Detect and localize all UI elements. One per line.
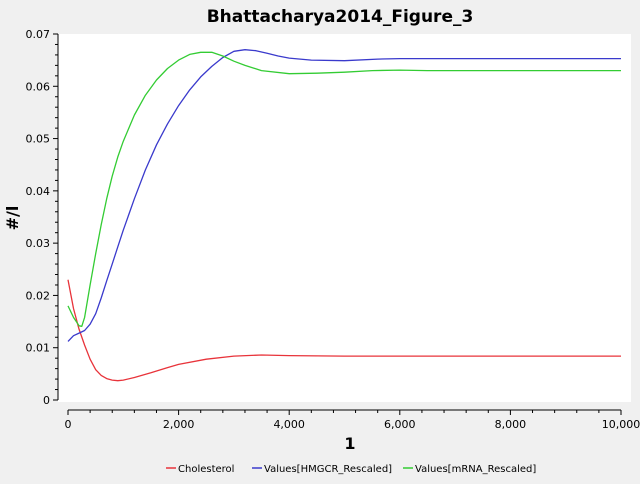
x-tick-label: 4,000 xyxy=(273,418,305,431)
x-tick-label: 0 xyxy=(65,418,72,431)
legend-label-1: Values[HMGCR_Rescaled] xyxy=(264,464,392,475)
x-tick-label: 2,000 xyxy=(163,418,195,431)
y-tick-label: 0.05 xyxy=(26,133,51,146)
chart-title: Bhattacharya2014_Figure_3 xyxy=(207,7,474,27)
y-tick-label: 0.03 xyxy=(26,237,51,250)
legend: Cholesterol Values[HMGCR_Rescaled] Values[… xyxy=(166,464,536,475)
legend-label-2: Values[mRNA_Rescaled] xyxy=(415,464,536,475)
y-tick-label: 0 xyxy=(43,394,50,407)
legend-label-0: Cholesterol xyxy=(178,464,234,475)
x-tick-label: 6,000 xyxy=(384,418,416,431)
y-tick-label: 0.07 xyxy=(26,28,51,41)
y-axis-label: #/l xyxy=(3,206,22,231)
x-axis-label: 1 xyxy=(344,434,355,453)
plot-area xyxy=(58,34,631,402)
x-tick-label: 8,000 xyxy=(495,418,527,431)
y-tick-label: 0.06 xyxy=(26,80,51,93)
y-tick-label: 0.02 xyxy=(26,289,51,302)
x-tick-label: 10,000 xyxy=(602,418,640,431)
y-tick-label: 0.01 xyxy=(26,342,51,355)
y-tick-label: 0.04 xyxy=(26,185,51,198)
